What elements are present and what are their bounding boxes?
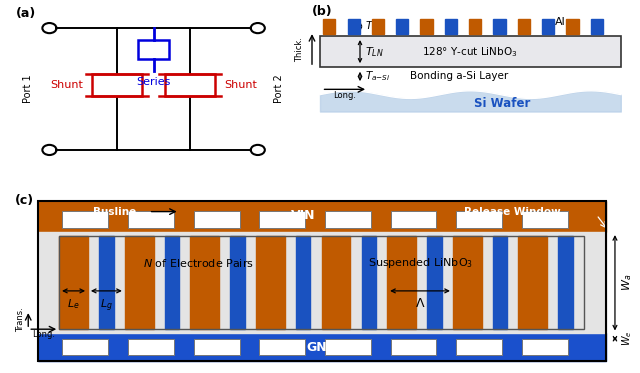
Bar [128, 339, 174, 355]
Bar [493, 19, 506, 34]
Text: Al: Al [555, 17, 565, 27]
Text: Thick.: Thick. [294, 37, 304, 62]
Bar [322, 236, 351, 329]
Text: Long.: Long. [32, 330, 55, 339]
Bar [194, 211, 239, 228]
Text: $L_g$: $L_g$ [100, 297, 113, 314]
Text: Bonding a-Si Layer: Bonding a-Si Layer [410, 72, 508, 81]
Bar [566, 19, 579, 34]
Text: Series: Series [136, 77, 171, 87]
Text: Busline: Busline [93, 207, 136, 217]
Bar [559, 236, 573, 329]
Text: $N$ of Electrode Pairs: $N$ of Electrode Pairs [143, 257, 253, 269]
Text: (a): (a) [15, 7, 36, 20]
Bar [348, 19, 360, 34]
Text: VIN: VIN [291, 209, 316, 222]
Bar [453, 236, 482, 329]
Bar [390, 339, 436, 355]
Text: $L_e$: $L_e$ [67, 297, 80, 311]
Bar [230, 236, 245, 329]
Text: $W_e$: $W_e$ [620, 331, 634, 346]
Bar [320, 37, 621, 67]
Bar [522, 211, 568, 228]
Text: $\Lambda$: $\Lambda$ [415, 297, 425, 310]
Text: $T_{LN}$: $T_{LN}$ [365, 45, 384, 59]
Bar [493, 236, 508, 329]
Bar [362, 236, 376, 329]
Bar [372, 19, 384, 34]
Bar [296, 236, 310, 329]
Bar [469, 19, 481, 34]
Bar [59, 236, 88, 329]
Text: Long.: Long. [333, 91, 356, 100]
Text: (c): (c) [15, 194, 34, 207]
Bar [456, 339, 502, 355]
Text: (b): (b) [312, 6, 333, 18]
Bar [38, 232, 605, 333]
Text: GND: GND [306, 341, 337, 354]
Bar [128, 211, 174, 228]
Bar [396, 19, 408, 34]
Bar [518, 19, 530, 34]
Bar [323, 19, 335, 34]
Bar [591, 19, 603, 34]
Bar [99, 236, 113, 329]
Bar [259, 211, 305, 228]
Bar [38, 201, 605, 232]
Text: $T_{a\mathrm{-}Si}$: $T_{a\mathrm{-}Si}$ [365, 69, 391, 83]
Bar [420, 19, 433, 34]
Bar [390, 211, 436, 228]
Bar [59, 236, 584, 329]
Bar [325, 339, 371, 355]
Bar [164, 236, 179, 329]
Bar [92, 74, 142, 96]
Bar [125, 236, 154, 329]
Bar [63, 211, 108, 228]
Bar [387, 236, 416, 329]
Text: Port 2: Port 2 [274, 75, 284, 103]
Text: Trans.: Trans. [17, 308, 26, 332]
Bar [518, 236, 547, 329]
Bar [456, 211, 502, 228]
Text: Release Window: Release Window [463, 207, 561, 217]
Bar [38, 333, 605, 361]
Bar [428, 236, 442, 329]
Text: Suspended LiNbO$_3$: Suspended LiNbO$_3$ [368, 256, 473, 270]
Bar [256, 236, 285, 329]
Bar [194, 339, 239, 355]
Bar [138, 40, 169, 59]
Text: 128° Y-cut LiNbO$_3$: 128° Y-cut LiNbO$_3$ [422, 45, 518, 59]
Text: Port 1: Port 1 [23, 75, 33, 103]
Text: Shunt: Shunt [50, 80, 83, 90]
Bar [325, 211, 371, 228]
Bar [259, 339, 305, 355]
Bar [522, 339, 568, 355]
Text: $W_a$: $W_a$ [620, 274, 634, 291]
Text: Si Wafer: Si Wafer [474, 97, 531, 110]
Bar [63, 339, 108, 355]
Bar [445, 19, 457, 34]
Bar [542, 19, 554, 34]
Bar [165, 74, 215, 96]
Text: Shunt: Shunt [225, 80, 257, 90]
Text: $T_{\mathregular{Al}}$: $T_{\mathregular{Al}}$ [365, 19, 380, 33]
Bar [190, 236, 220, 329]
